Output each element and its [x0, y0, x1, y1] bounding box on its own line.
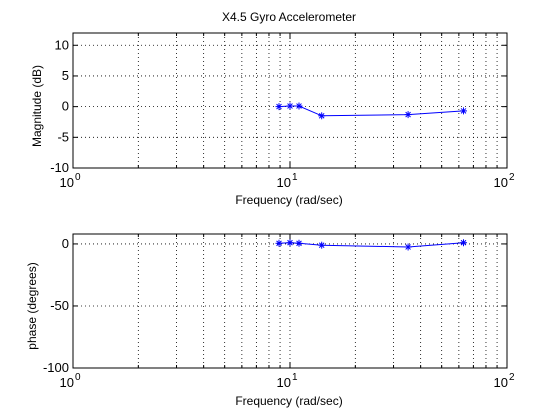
phase-xtick-exp: 2	[509, 372, 515, 383]
magnitude-plot: Frequency (rad/sec) Magnitude (dB) 1050-…	[30, 33, 515, 207]
magnitude-xtick-base: 10	[277, 175, 291, 190]
phase-data-point	[287, 239, 294, 246]
magnitude-series-line	[279, 106, 464, 116]
magnitude-xtick-exp: 0	[75, 172, 81, 183]
magnitude-ylabel: Magnitude (dB)	[30, 65, 44, 147]
magnitude-ytick-label: -10	[50, 160, 69, 175]
magnitude-ytick-label: 0	[62, 99, 69, 114]
magnitude-xtick-base: 10	[60, 175, 74, 190]
magnitude-data-point	[287, 103, 294, 110]
phase-xtick-base: 10	[60, 375, 74, 390]
magnitude-ytick-label: 10	[55, 37, 69, 52]
phase-ytick-label: -50	[50, 298, 69, 313]
magnitude-data-point	[276, 103, 283, 110]
phase-ylabel: phase (degrees)	[25, 262, 39, 349]
phase-ytick-label: -100	[43, 360, 69, 375]
magnitude-ytick-label: -5	[57, 129, 69, 144]
phase-xtick-exp: 0	[75, 372, 81, 383]
phase-xtick-exp: 1	[292, 372, 298, 383]
magnitude-data-point	[460, 107, 467, 114]
phase-ytick-label: 0	[62, 236, 69, 251]
phase-series-line	[279, 243, 464, 247]
magnitude-data-point	[405, 111, 412, 118]
phase-data-point	[318, 242, 325, 249]
magnitude-data-point	[318, 112, 325, 119]
chart-title: X4.5 Gyro Accelerometer	[222, 10, 356, 24]
magnitude-xtick-exp: 1	[292, 172, 298, 183]
phase-data-point	[405, 244, 412, 251]
magnitude-xtick-base: 10	[494, 175, 508, 190]
magnitude-ytick-label: 5	[62, 68, 69, 83]
phase-data-point	[460, 239, 467, 246]
phase-plot: Frequency (rad/sec) phase (degrees) 0 -50…	[25, 234, 515, 408]
phase-xlabel: Frequency (rad/sec)	[235, 394, 342, 408]
phase-data-point	[296, 240, 303, 247]
phase-xtick-base: 10	[494, 375, 508, 390]
magnitude-xlabel: Frequency (rad/sec)	[235, 193, 342, 207]
magnitude-data-point	[296, 103, 303, 110]
magnitude-xtick-exp: 2	[509, 172, 515, 183]
phase-data-point	[276, 240, 283, 247]
phase-xtick-base: 10	[277, 375, 291, 390]
